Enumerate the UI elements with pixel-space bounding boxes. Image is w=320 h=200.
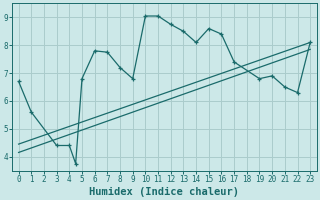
X-axis label: Humidex (Indice chaleur): Humidex (Indice chaleur) [89, 186, 239, 197]
